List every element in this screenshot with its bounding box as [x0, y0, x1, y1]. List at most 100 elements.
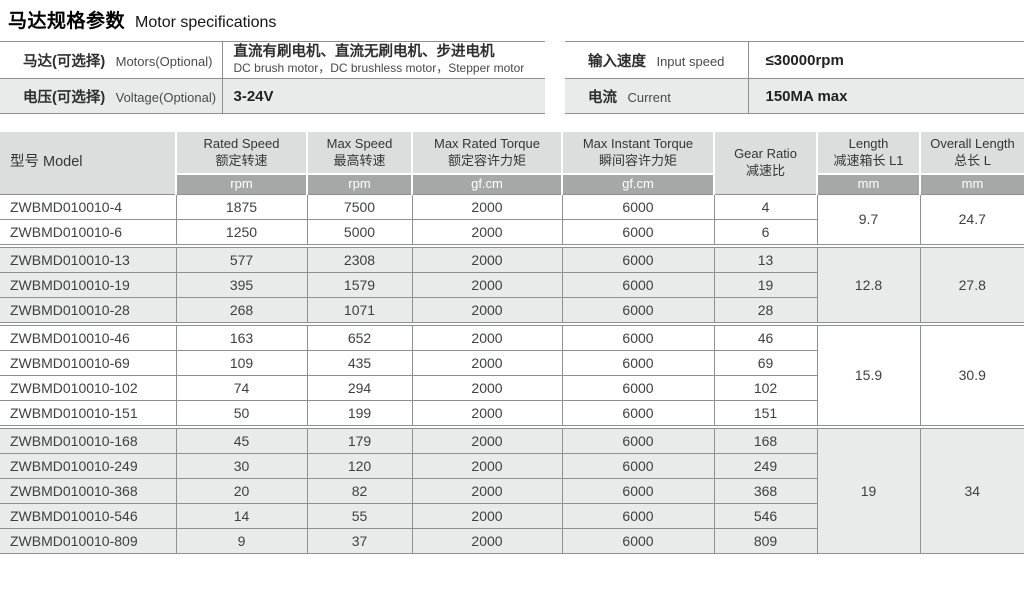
header-model: 型号 Model	[0, 132, 177, 194]
voltage-label-cell: 电压(可选择) Voltage(Optional)	[0, 78, 223, 114]
rated-speed-cell: 30	[175, 452, 308, 479]
spec-row: ZWBMD010010-151 50 199 2000 6000 151	[0, 399, 1024, 426]
voltage-value: 3-24V	[222, 78, 545, 114]
current-value: 150MA max	[748, 78, 1024, 114]
voltage-label-zh: 电压(可选择)	[23, 89, 106, 106]
model-cell: ZWBMD010010-19	[0, 271, 177, 298]
overall-length-cell: 24.7	[919, 193, 1024, 245]
max-rated-torque-cell: 2000	[411, 271, 563, 298]
spec-row: ZWBMD010010-28 268 1071 2000 6000 28	[0, 296, 1024, 323]
overall-length-cell: 34	[919, 427, 1024, 554]
spec-row: ZWBMD010010-69 109 435 2000 6000 69	[0, 349, 1024, 376]
input-speed-row: 输入速度 Input speed ≤30000rpm	[565, 41, 1024, 79]
rated-speed-cell: 9	[175, 527, 308, 554]
gear-ratio-cell: 69	[713, 349, 818, 376]
header-gear-ratio-en: Gear Ratio	[734, 145, 797, 161]
rated-speed-cell: 163	[175, 324, 308, 351]
header-max-speed-en: Max Speed	[326, 135, 393, 151]
max-rated-torque-cell: 2000	[411, 349, 563, 376]
max-instant-torque-cell: 6000	[561, 527, 715, 554]
rated-speed-cell: 109	[175, 349, 308, 376]
length-l1-cell: 9.7	[816, 193, 921, 245]
page-title-zh: 马达规格参数	[8, 11, 126, 32]
model-cell: ZWBMD010010-368	[0, 477, 177, 504]
model-cell: ZWBMD010010-28	[0, 296, 177, 323]
max-rated-torque-cell: 2000	[411, 452, 563, 479]
max-instant-torque-cell: 6000	[561, 246, 715, 273]
header-max-instant-torque-zh: 瞬间容许力矩	[598, 152, 677, 168]
spec-table-header: 型号 Model Rated Speed 额定转速 Max Speed 最高转速…	[0, 132, 1024, 194]
gear-ratio-cell: 28	[713, 296, 818, 323]
header-length-l1-en: Length	[848, 135, 889, 151]
overall-length-cell: 30.9	[919, 324, 1024, 426]
rated-speed-cell: 74	[175, 374, 308, 401]
page-title-en: Motor specifications	[135, 14, 277, 31]
max-instant-torque-cell: 6000	[561, 502, 715, 529]
max-instant-torque-cell: 6000	[561, 296, 715, 323]
max-rated-torque-cell: 2000	[411, 324, 563, 351]
unit-rated-speed: rpm	[175, 173, 308, 194]
motors-label-en: Motors(Optional)	[115, 53, 213, 69]
model-cell: ZWBMD010010-6	[0, 218, 177, 245]
header-length-l1-zh: 减速箱长 L1	[833, 152, 904, 168]
max-speed-cell: 1579	[306, 271, 413, 298]
model-cell: ZWBMD010010-546	[0, 502, 177, 529]
max-instant-torque-cell: 6000	[561, 349, 715, 376]
gear-ratio-cell: 46	[713, 324, 818, 351]
spec-row: ZWBMD010010-368 20 82 2000 6000 368	[0, 477, 1024, 504]
overall-length-cell: 27.8	[919, 246, 1024, 323]
spec-group: ZWBMD010010-13 577 2308 2000 6000 13 12.8 27.8 Z…	[0, 246, 1024, 323]
current-label-zh: 电流	[588, 89, 617, 106]
model-cell: ZWBMD010010-809	[0, 527, 177, 554]
info-table-electrical: 输入速度 Input speed ≤30000rpm 电流 Current 15…	[565, 41, 1024, 114]
spec-table: 型号 Model Rated Speed 额定转速 Max Speed 最高转速…	[0, 132, 1024, 554]
spec-row: ZWBMD010010-46 163 652 2000 6000 46 15.9 30.9	[0, 324, 1024, 426]
input-speed-label-en: Input speed	[656, 53, 725, 69]
gear-ratio-cell: 6	[713, 218, 818, 245]
spec-group: ZWBMD010010-46 163 652 2000 6000 46 15.9 30.9 ZW…	[0, 324, 1024, 426]
max-speed-cell: 1071	[306, 296, 413, 323]
rated-speed-cell: 14	[175, 502, 308, 529]
voltage-row: 电压(可选择) Voltage(Optional) 3-24V	[0, 78, 545, 114]
header-length-l1: Length 减速箱长 L1	[816, 132, 921, 174]
gear-ratio-cell: 19	[713, 271, 818, 298]
unit-length-l1: mm	[816, 173, 921, 194]
current-row: 电流 Current 150MA max	[565, 78, 1024, 114]
spec-row: ZWBMD010010-13 577 2308 2000 6000 13 12.8 27.8	[0, 246, 1024, 323]
spec-row: ZWBMD010010-102 74 294 2000 6000 102	[0, 374, 1024, 401]
unit-max-rated-torque: gf.cm	[411, 173, 563, 194]
max-speed-cell: 55	[306, 502, 413, 529]
max-speed-cell: 435	[306, 349, 413, 376]
group-gap	[0, 425, 1024, 428]
spec-row: ZWBMD010010-19 395 1579 2000 6000 19	[0, 271, 1024, 298]
header-max-instant-torque-en: Max Instant Torque	[582, 135, 694, 151]
spec-group: ZWBMD010010-4 1875 7500 2000 6000 4 9.7 24.7 ZWB…	[0, 193, 1024, 245]
model-cell: ZWBMD010010-151	[0, 399, 177, 426]
spec-row: ZWBMD010010-6 1250 5000 2000 6000 6	[0, 218, 1024, 245]
rated-speed-cell: 268	[175, 296, 308, 323]
info-table-motors: 马达(可选择) Motors(Optional) 直流有刷电机、直流无刷电机、步…	[0, 41, 545, 114]
gear-ratio-cell: 13	[713, 246, 818, 273]
header-gear-ratio-zh: 减速比	[745, 162, 785, 178]
max-speed-cell: 82	[306, 477, 413, 504]
header-gear-ratio: Gear Ratio 减速比	[713, 132, 818, 194]
max-speed-cell: 294	[306, 374, 413, 401]
voltage-label-en: Voltage(Optional)	[115, 89, 217, 105]
max-speed-cell: 199	[306, 399, 413, 426]
header-overall-length-zh: 总长 L	[954, 152, 991, 168]
max-speed-cell: 120	[306, 452, 413, 479]
rated-speed-cell: 577	[175, 246, 308, 273]
spec-group: ZWBMD010010-168 45 179 2000 6000 168 19 34 ZWBMD…	[0, 427, 1024, 554]
motors-label-zh: 马达(可选择)	[23, 53, 106, 70]
header-rated-speed: Rated Speed 额定转速	[175, 132, 308, 174]
gear-ratio-cell: 168	[713, 427, 818, 454]
spec-row: ZWBMD010010-168 45 179 2000 6000 168 19 34	[0, 427, 1024, 554]
max-rated-torque-cell: 2000	[411, 218, 563, 245]
header-overall-length-en: Overall Length	[930, 135, 1015, 151]
unit-max-instant-torque: gf.cm	[561, 173, 715, 194]
spec-row: ZWBMD010010-4 1875 7500 2000 6000 4 9.7 24.7	[0, 193, 1024, 245]
max-instant-torque-cell: 6000	[561, 271, 715, 298]
max-rated-torque-cell: 2000	[411, 502, 563, 529]
max-instant-torque-cell: 6000	[561, 477, 715, 504]
current-label-en: Current	[627, 89, 671, 105]
